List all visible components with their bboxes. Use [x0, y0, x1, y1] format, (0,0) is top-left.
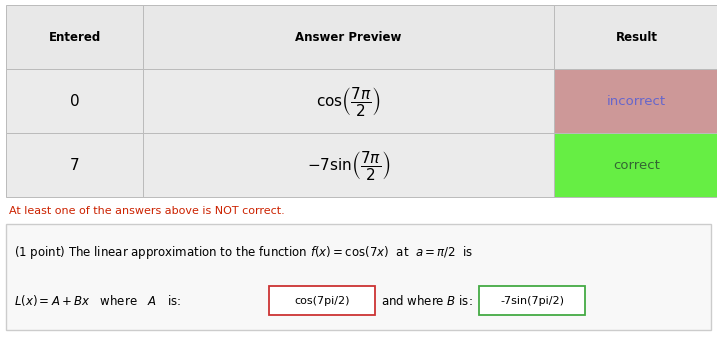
Text: $-7\sin\!\left(\dfrac{7\pi}{2}\right)$: $-7\sin\!\left(\dfrac{7\pi}{2}\right)$ — [307, 149, 390, 182]
Bar — [143, 69, 554, 133]
Text: Entered: Entered — [49, 31, 100, 43]
Text: $\cos\!\left(\dfrac{7\pi}{2}\right)$: $\cos\!\left(\dfrac{7\pi}{2}\right)$ — [316, 85, 381, 118]
Text: cos(7pi/2): cos(7pi/2) — [294, 296, 350, 306]
Text: $L(x) = A + Bx\ \ $ where $\ \ A\ \ $ is:: $L(x) = A + Bx\ \ $ where $\ \ A\ \ $ is… — [14, 293, 181, 308]
Text: -7sin(7pi/2): -7sin(7pi/2) — [500, 296, 564, 306]
Bar — [143, 133, 554, 197]
Text: correct: correct — [613, 159, 660, 172]
Bar — [554, 69, 717, 133]
Bar — [554, 133, 717, 197]
Text: At least one of the answers above is NOT correct.: At least one of the answers above is NOT… — [9, 206, 285, 216]
Text: incorrect: incorrect — [607, 95, 666, 108]
Bar — [6, 5, 143, 69]
Text: 7: 7 — [70, 158, 80, 173]
Bar — [6, 133, 143, 197]
Bar — [143, 5, 554, 69]
Bar — [6, 224, 711, 330]
Bar — [6, 69, 143, 133]
Bar — [554, 5, 717, 69]
Bar — [269, 286, 375, 315]
Text: Answer Preview: Answer Preview — [295, 31, 402, 43]
Text: and where $B$ is:: and where $B$ is: — [381, 294, 473, 308]
Bar — [479, 286, 585, 315]
Text: Result: Result — [616, 31, 657, 43]
Text: (1 point) The linear approximation to the function $f(x)=\cos(7x)$$\ \ $at$\ \ $: (1 point) The linear approximation to th… — [14, 244, 474, 261]
Text: 0: 0 — [70, 94, 80, 109]
